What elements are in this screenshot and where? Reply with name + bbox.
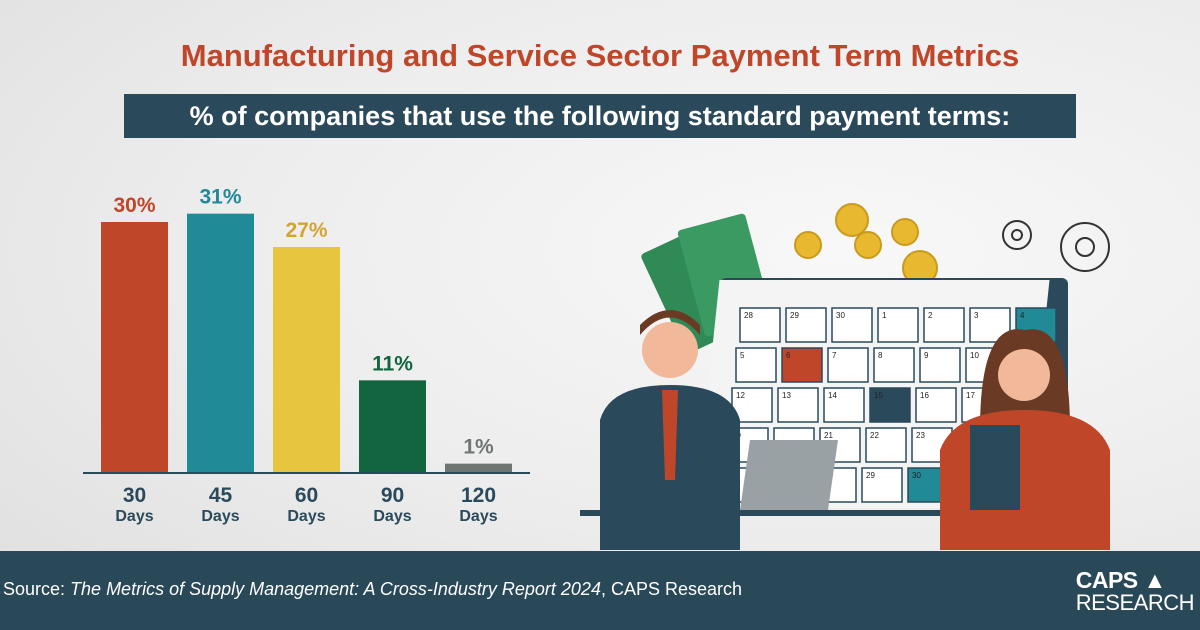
calendar-day-number: 3 <box>974 311 979 320</box>
mountain-icon: ▲ <box>1143 567 1167 593</box>
bar <box>101 222 168 472</box>
calendar-day-number: 17 <box>966 391 975 400</box>
calendar-day-cell <box>785 307 827 343</box>
calendar-day-number: 28 <box>744 311 753 320</box>
bar <box>359 380 426 472</box>
calendar-day-cell <box>869 387 911 423</box>
bar <box>187 213 254 472</box>
x-tick-label: 120 <box>461 484 496 507</box>
man-figure <box>600 310 740 550</box>
calendar-day-cell <box>919 347 961 383</box>
caps-research-logo: CAPS ▲ RESEARCH <box>1075 567 1195 615</box>
calendar-day-cell <box>735 347 777 383</box>
bar-chart: 30%30Days31%45Days27%60Days11%90Days1%12… <box>83 186 530 525</box>
chart-title: Manufacturing and Service Sector Payment… <box>180 38 1020 73</box>
calendar-day-cell <box>877 307 919 343</box>
laptop <box>740 440 838 510</box>
x-tick-label: 90 <box>381 484 404 507</box>
calendar-day-cell <box>777 387 819 423</box>
logo-line1: CAPS <box>1075 567 1138 593</box>
x-tick-label: 30 <box>123 484 146 507</box>
calendar-day-cell <box>861 467 903 503</box>
x-tick-label-unit: Days <box>287 508 325 525</box>
footer: Source: The Metrics of Supply Management… <box>0 551 1200 630</box>
data-label: 31% <box>199 186 241 209</box>
calendar-day-number: 13 <box>782 391 791 400</box>
coins-icon <box>794 203 938 286</box>
source-report-title: The Metrics of Supply Management: A Cros… <box>70 579 601 599</box>
source-citation: Source: The Metrics of Supply Management… <box>3 579 742 600</box>
calendar-day-number: 30 <box>836 311 845 320</box>
calendar-day-number: 1 <box>882 311 887 320</box>
source-prefix: Source: <box>3 579 71 599</box>
x-tick-label-unit: Days <box>373 508 411 525</box>
calendar-day-number: 14 <box>828 391 837 400</box>
calendar-day-number: 10 <box>970 351 979 360</box>
x-tick-label: 60 <box>295 484 318 507</box>
bar <box>273 247 340 472</box>
bar <box>445 463 512 472</box>
calendar-day-number: 2 <box>928 311 933 320</box>
data-label: 1% <box>463 436 494 459</box>
calendar-day-number: 29 <box>866 471 875 480</box>
calendar-day-cell <box>873 347 915 383</box>
calendar-day-cell <box>915 387 957 423</box>
calendar-people-illustration: 2829301234567891012131415161719212223293… <box>580 203 1110 550</box>
calendar-day-cell <box>823 387 865 423</box>
calendar-day-number: 30 <box>912 471 921 480</box>
x-tick-label-unit: Days <box>115 508 153 525</box>
logo-line2: RESEARCH <box>1075 590 1195 615</box>
calendar-day-cell <box>731 387 773 423</box>
data-label: 30% <box>113 194 155 217</box>
calendar-day-number: 6 <box>786 351 791 360</box>
calendar-day-cell <box>923 307 965 343</box>
calendar-day-number: 9 <box>924 351 929 360</box>
x-tick-label-unit: Days <box>459 508 497 525</box>
data-label: 27% <box>285 219 327 242</box>
calendar-day-number: 4 <box>1020 311 1025 320</box>
calendar-day-number: 22 <box>870 431 879 440</box>
calendar-day-number: 7 <box>832 351 837 360</box>
calendar-day-number: 5 <box>740 351 745 360</box>
data-label: 11% <box>372 352 413 375</box>
calendar-day-number: 15 <box>874 391 883 400</box>
calendar-day-number: 21 <box>824 431 833 440</box>
x-tick-label: 45 <box>209 484 233 507</box>
calendar-day-cell <box>781 347 823 383</box>
calendar-day-number: 16 <box>920 391 929 400</box>
source-suffix: , CAPS Research <box>600 579 743 599</box>
chart-subtitle-banner: % of companies that use the following st… <box>124 94 1076 138</box>
gear-icon <box>1002 220 1110 272</box>
calendar-day-cell <box>739 307 781 343</box>
calendar-day-number: 8 <box>878 351 883 360</box>
calendar-day-cell <box>827 347 869 383</box>
desk <box>580 510 940 516</box>
calendar-day-cell <box>865 427 907 463</box>
woman-figure <box>940 329 1110 550</box>
calendar-day-number: 23 <box>916 431 925 440</box>
x-tick-label-unit: Days <box>201 508 239 525</box>
calendar-day-number: 29 <box>790 311 799 320</box>
calendar-day-cell <box>831 307 873 343</box>
calendar-day-number: 12 <box>736 391 745 400</box>
